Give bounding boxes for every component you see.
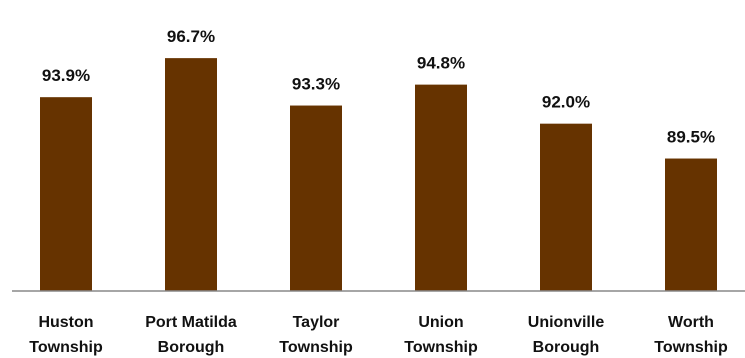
category-label: Borough [158,339,225,356]
bar-value-label: 96.7% [167,27,215,46]
category-label: Huston [38,314,93,331]
bar-value-label: 93.9% [42,66,90,85]
bar [415,84,467,291]
value-labels-group: 93.9% 96.7% 93.3% 94.8% 92.0% 89.5% [42,27,715,146]
category-label: Township [654,339,728,356]
category-label: Township [279,339,353,356]
category-label: Union [418,314,463,331]
category-labels-group: Huston Township Port Matilda Borough Taylor T… [29,314,728,356]
bar-value-label: 92.0% [542,93,590,112]
bar [665,158,717,291]
bar [290,105,342,292]
bar-value-label: 93.3% [292,75,340,94]
bar [40,97,92,291]
bar-value-label: 89.5% [667,128,715,147]
category-label: Township [29,339,103,356]
bar-value-label: 94.8% [417,54,465,73]
bar [540,123,592,292]
category-label: Township [404,339,478,356]
bars-group [40,58,717,292]
category-label: Worth [668,314,714,331]
bar [165,58,217,291]
category-label: Taylor [293,314,340,331]
category-label: Unionville [528,314,605,331]
category-label: Port Matilda [145,314,237,331]
category-label: Borough [533,339,600,356]
